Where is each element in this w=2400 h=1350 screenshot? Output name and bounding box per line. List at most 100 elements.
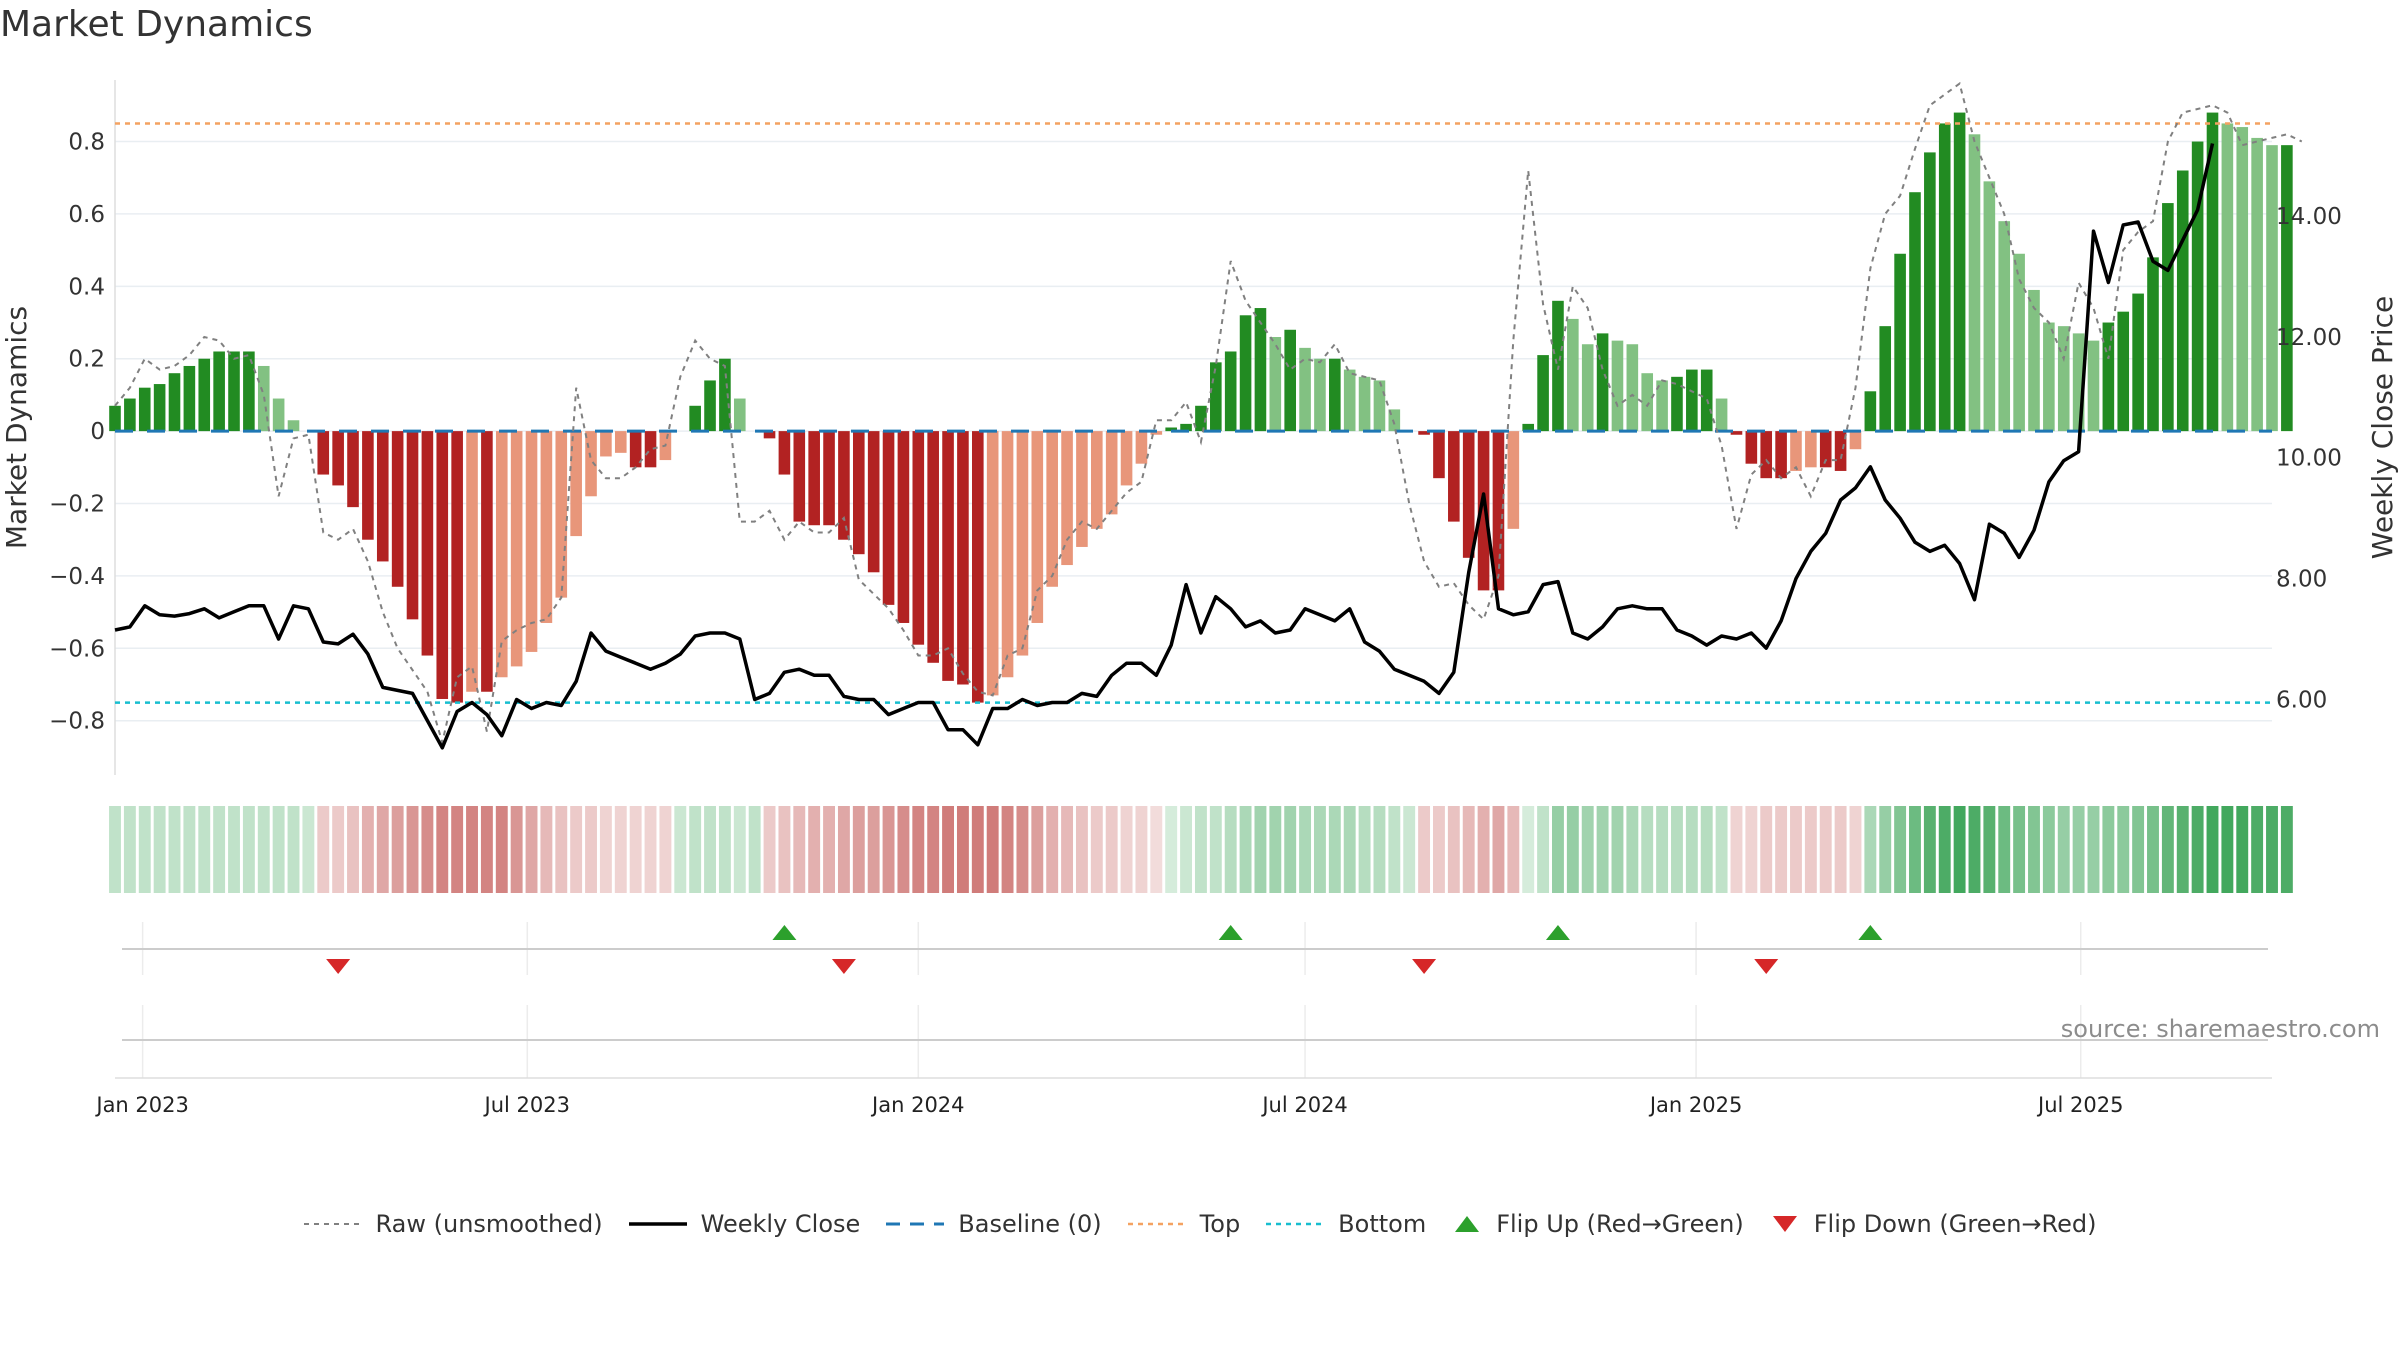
- legend-item: Baseline (0): [886, 1210, 1102, 1238]
- regime-strip-cell: [1120, 806, 1133, 893]
- regime-strip-cell: [1105, 806, 1118, 893]
- regime-strip-cell: [614, 806, 627, 893]
- market-dynamics-bar: [852, 431, 865, 555]
- market-dynamics-bar: [763, 431, 776, 439]
- regime-strip-cell: [1418, 806, 1431, 893]
- regime-strip-cell: [599, 806, 612, 893]
- regime-strip-cell: [1343, 806, 1356, 893]
- market-dynamics-bar: [1091, 431, 1103, 529]
- flip-down-marker: [831, 959, 856, 974]
- regime-strip-cell: [1061, 806, 1074, 893]
- market-dynamics-bar: [1641, 373, 1654, 432]
- market-dynamics-bar: [1715, 398, 1728, 432]
- regime-strip-cell: [1596, 806, 1609, 893]
- market-dynamics-bar: [2013, 253, 2025, 432]
- market-dynamics-bar: [1269, 337, 1282, 432]
- market-dynamics-bar: [466, 431, 478, 692]
- y2-axis-title: Weekly Close Price: [2366, 296, 2399, 559]
- flip-markers-panel: [122, 922, 2268, 975]
- regime-strip-cell: [1864, 806, 1877, 893]
- market-dynamics-bar: [2191, 141, 2204, 432]
- regime-strip-cell: [2191, 806, 2204, 893]
- market-dynamics-bar: [1165, 427, 1177, 432]
- market-dynamics-bar: [406, 431, 419, 620]
- market-dynamics-bar: [793, 431, 806, 522]
- x-tick-label: Jul 2023: [483, 1093, 570, 1117]
- regime-strip-cell: [1894, 806, 1907, 893]
- market-dynamics-bar: [213, 351, 225, 432]
- x-tick-label: Jan 2025: [1648, 1093, 1743, 1117]
- raw-unsmoothed-line: [114, 81, 2303, 747]
- regime-strip-cell: [272, 806, 285, 893]
- legend-item: Flip Down (Green→Red): [1770, 1210, 2097, 1238]
- dashed-blue-line-icon: [886, 1222, 945, 1226]
- regime-strip-cell: [1819, 806, 1832, 893]
- market-dynamics-bar: [1879, 326, 1892, 432]
- market-dynamics-bar: [317, 431, 330, 475]
- regime-strip-cell: [1998, 806, 2011, 893]
- regime-strip-cell: [2072, 806, 2085, 893]
- market-dynamics-bar: [1924, 152, 1936, 432]
- market-dynamics-bar: [644, 431, 657, 468]
- regime-strip-cell: [2280, 806, 2293, 893]
- market-dynamics-bar: [629, 431, 642, 468]
- regime-strip-cell: [1730, 806, 1743, 893]
- market-dynamics-bar: [510, 431, 523, 667]
- market-dynamics-bar: [1507, 431, 1520, 529]
- market-dynamics-bar: [243, 351, 255, 432]
- market-dynamics-bar: [1433, 431, 1445, 479]
- regime-strip-cell: [704, 806, 716, 893]
- regime-strip-cell: [495, 806, 508, 893]
- market-dynamics-bar: [942, 431, 954, 681]
- market-dynamics-bar: [153, 384, 166, 432]
- regime-strip-cell: [1790, 806, 1802, 893]
- regime-strip-cell: [674, 806, 687, 893]
- regime-strip-cell: [718, 806, 731, 893]
- regime-strip-cell: [1700, 806, 1713, 893]
- flip-up-marker: [772, 925, 797, 940]
- y-tick-label: −0.4: [49, 564, 105, 590]
- market-dynamics-bar: [1909, 192, 1921, 432]
- red-down-triangle-icon: [1772, 1216, 1797, 1232]
- market-dynamics-bar: [1730, 431, 1743, 435]
- solid-black-line-icon: [628, 1222, 687, 1226]
- regime-strip-cell: [510, 806, 523, 893]
- market-dynamics-bar: [138, 387, 151, 432]
- chart-title: Market Dynamics: [0, 4, 313, 45]
- regime-strip-cell: [748, 806, 761, 893]
- y-tick-label: 0: [90, 419, 105, 445]
- market-dynamics-bar: [109, 405, 121, 432]
- market-dynamics-bar: [927, 431, 939, 663]
- market-dynamics-bar: [1953, 112, 1966, 432]
- regime-strip-cell: [1269, 806, 1282, 893]
- market-dynamics-bar: [2072, 333, 2085, 432]
- regime-strip-cell: [808, 806, 821, 893]
- regime-strip-cell: [1254, 806, 1267, 893]
- regime-strip-cell: [1626, 806, 1639, 893]
- regime-strip-cell: [2132, 806, 2145, 893]
- market-dynamics-bar: [1626, 344, 1639, 432]
- dotted-gray-line-icon: [303, 1223, 362, 1225]
- market-dynamics-bar: [1656, 380, 1668, 432]
- market-dynamics-bar: [897, 431, 910, 623]
- regime-strip-cell: [1403, 806, 1416, 893]
- regime-strip-cell: [897, 806, 910, 893]
- market-dynamics-bar: [451, 431, 463, 703]
- market-dynamics-bar: [525, 431, 538, 652]
- regime-strip-cell: [1433, 806, 1445, 893]
- regime-strip-cell: [763, 806, 776, 893]
- y2-tick-label: 6.00: [2276, 687, 2327, 713]
- regime-strip-cell: [1075, 806, 1088, 893]
- regime-strip-cell: [1358, 806, 1371, 893]
- market-dynamics-bar: [1373, 380, 1386, 432]
- regime-strip-cell: [257, 806, 270, 893]
- regime-strip-cell: [1685, 806, 1698, 893]
- market-dynamics-bar: [2102, 322, 2115, 432]
- regime-strip-cell: [109, 806, 121, 893]
- regime-strip-cell: [302, 806, 315, 893]
- regime-strip-cell: [689, 806, 702, 893]
- legend: Raw (unsmoothed) Weekly Close Baseline (0)…: [0, 1204, 2400, 1244]
- market-dynamics-bar: [1477, 431, 1490, 591]
- regime-strip-cell: [644, 806, 657, 893]
